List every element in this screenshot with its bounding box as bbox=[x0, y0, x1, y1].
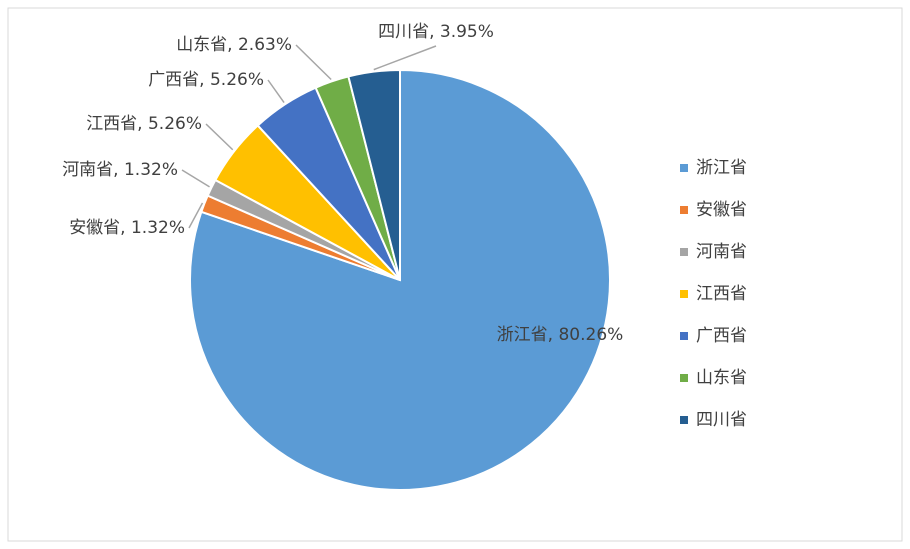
legend-label: 四川省 bbox=[696, 410, 747, 430]
leader-line bbox=[267, 79, 285, 103]
legend-label: 浙江省 bbox=[696, 158, 747, 178]
leader-line bbox=[373, 45, 437, 71]
legend-swatch bbox=[680, 374, 688, 382]
legend-label: 安徽省 bbox=[696, 200, 747, 220]
legend-label: 河南省 bbox=[696, 242, 747, 262]
leader-line bbox=[205, 123, 234, 151]
legend-swatch bbox=[680, 416, 688, 424]
legend-swatch bbox=[680, 290, 688, 298]
legend-label: 江西省 bbox=[696, 284, 747, 304]
leader-line bbox=[188, 202, 204, 229]
data-label: 安徽省, 1.32% bbox=[69, 218, 185, 238]
legend-swatch bbox=[680, 248, 688, 256]
legend-label: 广西省 bbox=[696, 326, 747, 346]
legend-label: 山东省 bbox=[696, 368, 747, 388]
legend-swatch bbox=[680, 332, 688, 340]
data-label: 四川省, 3.95% bbox=[378, 22, 494, 42]
leader-line bbox=[181, 169, 210, 188]
data-label: 江西省, 5.26% bbox=[86, 114, 202, 134]
data-label: 广西省, 5.26% bbox=[148, 70, 264, 90]
legend-swatch bbox=[680, 164, 688, 172]
legend-swatch bbox=[680, 206, 688, 214]
leader-line bbox=[295, 44, 332, 81]
data-label: 山东省, 2.63% bbox=[176, 35, 292, 55]
data-label: 浙江省, 80.26% bbox=[497, 325, 624, 345]
pie-slice bbox=[347, 68, 401, 281]
data-label: 河南省, 1.32% bbox=[62, 160, 178, 180]
